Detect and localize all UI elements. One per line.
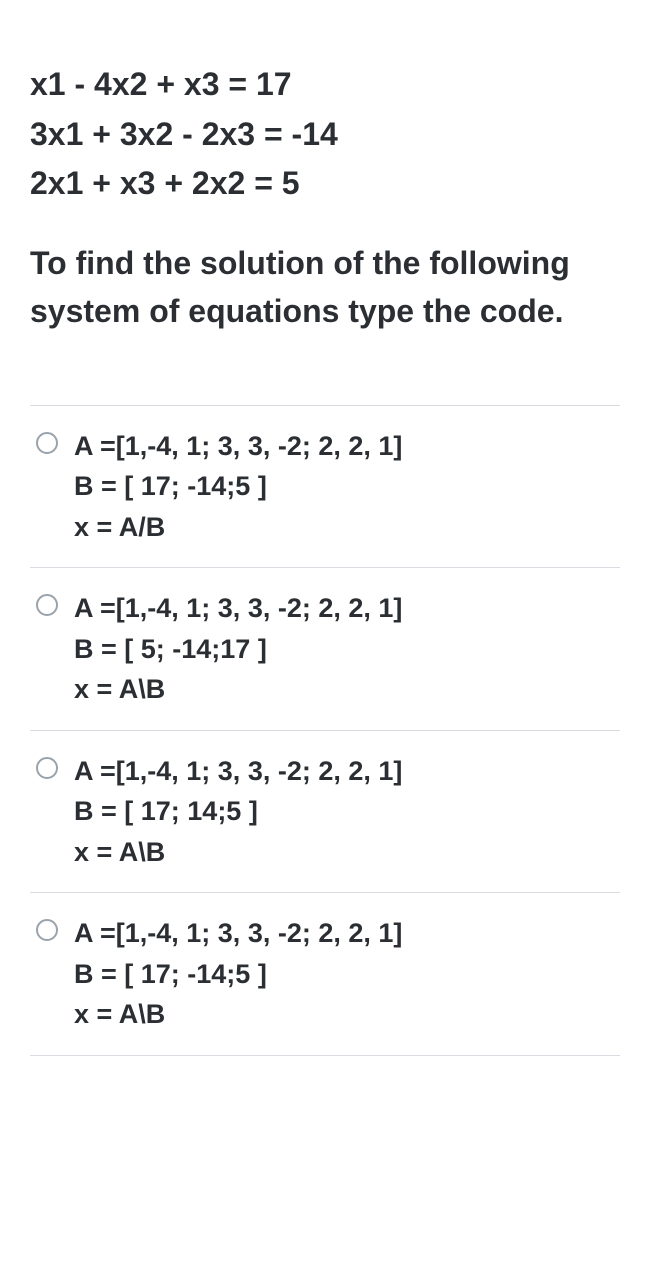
option-body: A =[1,-4, 1; 3, 3, -2; 2, 2, 1] B = [ 5;… [74, 588, 402, 710]
option-a[interactable]: A =[1,-4, 1; 3, 3, -2; 2, 2, 1] B = [ 17… [30, 406, 620, 569]
code-line: x = A/B [74, 507, 402, 548]
code-line: x = A\B [74, 994, 402, 1035]
code-line: A =[1,-4, 1; 3, 3, -2; 2, 2, 1] [74, 426, 402, 467]
option-body: A =[1,-4, 1; 3, 3, -2; 2, 2, 1] B = [ 17… [74, 426, 402, 548]
radio-icon[interactable] [36, 919, 58, 941]
radio-icon[interactable] [36, 594, 58, 616]
option-c[interactable]: A =[1,-4, 1; 3, 3, -2; 2, 2, 1] B = [ 17… [30, 731, 620, 894]
code-line: B = [ 17; 14;5 ] [74, 791, 402, 832]
code-line: A =[1,-4, 1; 3, 3, -2; 2, 2, 1] [74, 913, 402, 954]
code-line: x = A\B [74, 832, 402, 873]
code-line: B = [ 5; -14;17 ] [74, 629, 402, 670]
radio-icon[interactable] [36, 757, 58, 779]
code-line: A =[1,-4, 1; 3, 3, -2; 2, 2, 1] [74, 588, 402, 629]
option-d[interactable]: A =[1,-4, 1; 3, 3, -2; 2, 2, 1] B = [ 17… [30, 893, 620, 1056]
equation-line: 2x1 + x3 + 2x2 = 5 [30, 159, 620, 209]
options-list: A =[1,-4, 1; 3, 3, -2; 2, 2, 1] B = [ 17… [30, 405, 620, 1056]
question-prompt: To find the solution of the following sy… [30, 239, 620, 335]
code-line: B = [ 17; -14;5 ] [74, 954, 402, 995]
equation-line: 3x1 + 3x2 - 2x3 = -14 [30, 110, 620, 160]
code-line: A =[1,-4, 1; 3, 3, -2; 2, 2, 1] [74, 751, 402, 792]
option-b[interactable]: A =[1,-4, 1; 3, 3, -2; 2, 2, 1] B = [ 5;… [30, 568, 620, 731]
code-line: x = A\B [74, 669, 402, 710]
radio-icon[interactable] [36, 432, 58, 454]
equation-line: x1 - 4x2 + x3 = 17 [30, 60, 620, 110]
option-body: A =[1,-4, 1; 3, 3, -2; 2, 2, 1] B = [ 17… [74, 751, 402, 873]
option-body: A =[1,-4, 1; 3, 3, -2; 2, 2, 1] B = [ 17… [74, 913, 402, 1035]
question-page: x1 - 4x2 + x3 = 17 3x1 + 3x2 - 2x3 = -14… [0, 0, 650, 1280]
code-line: B = [ 17; -14;5 ] [74, 466, 402, 507]
equation-block: x1 - 4x2 + x3 = 17 3x1 + 3x2 - 2x3 = -14… [30, 60, 620, 209]
